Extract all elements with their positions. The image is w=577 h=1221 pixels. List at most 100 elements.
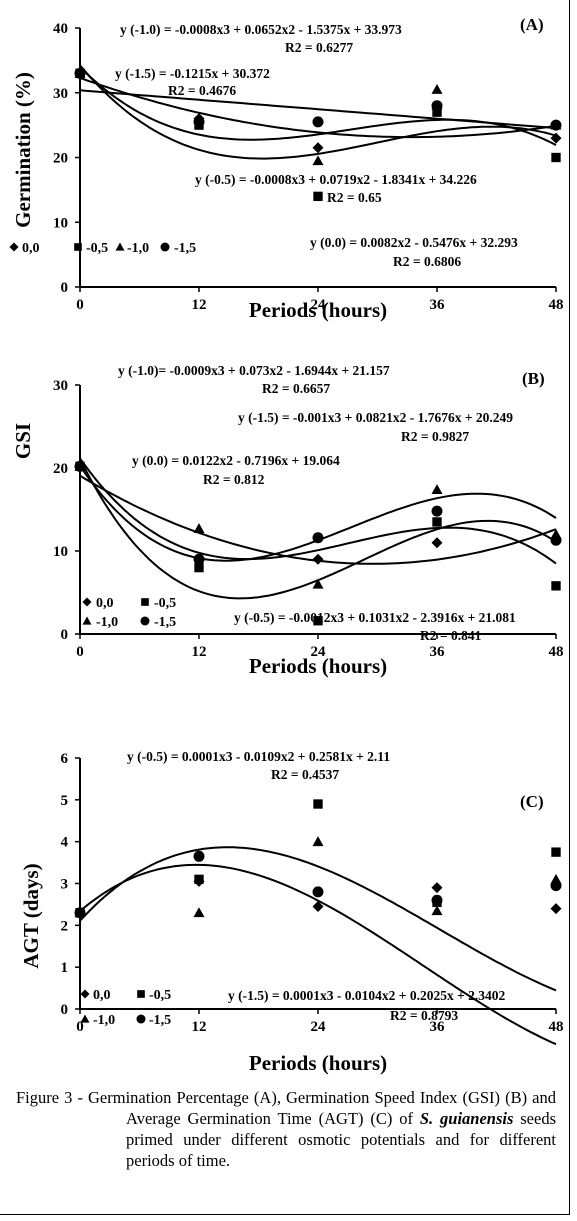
panel-c-xaxis: 0 12 24 36 48: [76, 1008, 564, 1035]
panel-a-xlabel: Periods (hours): [249, 298, 387, 322]
panel-a-xtick-label: 24: [311, 297, 327, 313]
panel-a-point-square: [551, 152, 561, 163]
panel-c-point-circle: [550, 880, 562, 892]
panel-a-eq-2: y (-1.5) = -0.1215x + 30.372: [115, 66, 270, 81]
panel-a-point-diamond: [312, 142, 324, 154]
panel-a-eq-1: y (-1.0) = -0.0008x3 + 0.0652x2 - 1.5375…: [120, 22, 402, 37]
panel-c-eq-1: y (-0.5) = 0.0001x3 - 0.0109x2 + 0.2581x…: [127, 749, 390, 764]
panel-c-ylabel: AGT (days): [19, 863, 43, 968]
panel-c-point-diamond: [431, 882, 443, 894]
panel-a-xaxis: 0 12 24 36 48: [76, 286, 564, 313]
panel-a-ytick-label: 30: [53, 86, 68, 102]
panel-a-point-square: [432, 107, 442, 117]
panel-c-point-triangle: [431, 905, 443, 916]
panel-c-eq-2: y (-1.5) = 0.0001x3 - 0.0104x2 + 0.2025x…: [228, 988, 506, 1003]
panel-b-r2-3: R2 = 0.812: [203, 472, 265, 487]
panel-c-legend-label-1: -0,5: [149, 988, 171, 1003]
panel-a-point-circle: [74, 67, 86, 79]
panel-c-ytick-label: 6: [61, 751, 69, 767]
panel-c-r2-2: R2 = 0.8793: [390, 1008, 458, 1023]
panel-b-xtick-label: 48: [549, 644, 564, 660]
panel-b-xtick-label: 0: [76, 644, 84, 660]
panel-b-yaxis: 0 10 20 30: [53, 378, 81, 643]
caption-text-2: seeds primed under different osmotic pot…: [126, 1109, 556, 1170]
panel-a-point-triangle: [312, 155, 324, 166]
panel-c-legend-square-icon: [137, 990, 145, 998]
panel-c-xlabel: Periods (hours): [249, 1051, 387, 1075]
panel-a-xtick-label: 36: [430, 297, 446, 313]
panel-b-legend-diamond-icon: [82, 597, 92, 607]
panel-a-ytick-label: 20: [53, 151, 68, 167]
panel-c-r2-1: R2 = 0.4537: [271, 767, 339, 782]
panel-c-point-square: [551, 847, 561, 857]
panel-c-ytick-label: 1: [61, 960, 69, 976]
panel-b-point-circle: [431, 505, 443, 517]
caption-species: S. guianensis: [419, 1109, 514, 1128]
panel-c-ytick-label: 2: [61, 918, 69, 934]
panel-c-point-circle: [193, 850, 205, 862]
panel-b-point-diamond: [431, 537, 443, 549]
panel-a-r2-4: R2 = 0.6806: [393, 254, 461, 269]
panel-b-legend-label-1: -0,5: [154, 596, 176, 611]
panel-c-point-circle: [74, 907, 86, 919]
panel-b-eq-4: y (-0.5) = -0.0012x3 + 0.1031x2 - 2.3916…: [234, 610, 516, 625]
panel-b-legend-label-3: -1,5: [154, 615, 176, 630]
panel-c-ytick-label: 4: [61, 835, 69, 851]
panel-a-yaxis: 0 10 20 30 40: [53, 21, 81, 296]
panel-b-legend-label-0: 0,0: [96, 596, 114, 611]
panel-b-r2-2: R2 = 0.9827: [401, 429, 469, 444]
panel-a-xtick-label: 12: [192, 297, 207, 313]
panel-a-xtick-label: 0: [76, 297, 84, 313]
panel-c-legend-label-3: -1,5: [149, 1013, 171, 1028]
panel-c-xtick-label: 12: [192, 1019, 207, 1035]
panel-b-point-circle: [312, 532, 324, 544]
panel-a-legend-triangle-icon: [115, 242, 125, 251]
panel-c-xtick-label: 36: [430, 1019, 446, 1035]
panel-a-r2-1: R2 = 0.6277: [285, 40, 353, 55]
panel-b-point-diamond: [312, 553, 324, 565]
panel-b-point-circle: [193, 553, 205, 565]
panel-a-fit-curves: [79, 64, 557, 160]
panel-a-eq-4: y (0.0) = 0.0082x2 - 0.5476x + 32.293: [310, 235, 518, 250]
panel-c-label: (C): [520, 792, 544, 811]
panel-a-point-circle: [312, 116, 324, 128]
panel-b-fit-curves: [79, 457, 557, 600]
caption-prefix: Figure 3 -: [16, 1088, 89, 1107]
panel-a-eq-3: y (-0.5) = -0.0008x3 + 0.0719x2 - 1.8341…: [195, 172, 477, 187]
panel-a-legend-label-2: -1,0: [127, 241, 149, 256]
panel-b-xlabel: Periods (hours): [249, 654, 387, 678]
panel-c-point-triangle: [312, 836, 324, 847]
caption-paragraph: Figure 3 - Germination Percentage (A), G…: [16, 1087, 556, 1171]
panel-a-point-triangle: [431, 84, 443, 94]
panel-c-fit-curve-1: [79, 846, 557, 992]
panel-c-point-triangle: [193, 907, 205, 918]
panel-a-legend-diamond-icon: [9, 242, 19, 252]
panel-c-legend-label-2: -1,0: [93, 1013, 115, 1028]
panel-b-eq-1: y (-1.0)= -0.0009x3 + 0.073x2 - 1.6944x …: [118, 363, 390, 378]
panel-b-point-circle: [550, 534, 562, 546]
panel-a-legend-circle-icon: [160, 242, 170, 252]
panel-b-ytick-label: 30: [53, 378, 68, 394]
panel-a-fit-curve-4: [79, 76, 557, 139]
panel-b-fit-curve-4: [79, 458, 557, 600]
panel-c-fit-curves: [79, 846, 557, 1046]
panel-b-point-circle: [74, 460, 86, 472]
panel-c-point-square: [194, 874, 204, 884]
panel-c-yaxis: 0 1 2 3 4 5 6: [61, 751, 81, 1018]
panel-b-ytick-label: 0: [61, 627, 69, 643]
panel-a-ytick-label: 10: [53, 215, 68, 231]
panel-c-ytick-label: 5: [61, 793, 69, 809]
panel-a-point-diamond: [550, 132, 562, 144]
panel-b-legend-square-icon: [141, 598, 149, 606]
panel-c-point-square: [313, 799, 323, 809]
panel-a-point-circle: [193, 116, 205, 128]
panel-b-point-square: [551, 581, 561, 591]
panel-c-ytick-label: 3: [61, 877, 69, 893]
panel-a-point-square: [313, 191, 323, 202]
panel-b-point-triangle: [193, 523, 205, 533]
panel-c-fit-curve-2: [79, 863, 557, 1046]
panel-b-chart: 0 10 20 30 0 12 24 36 48 GSI Periods (hours) (B…: [11, 363, 564, 678]
panel-b-xtick-label: 12: [192, 644, 207, 660]
